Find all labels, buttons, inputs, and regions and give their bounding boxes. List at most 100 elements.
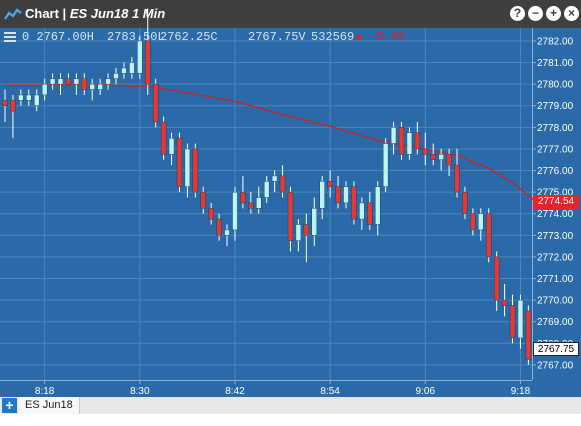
x-tick-label: 9:18 [511,386,531,397]
symbol-tab[interactable]: ES Jun18 [19,397,80,414]
candle [145,9,150,95]
candle-body-up [98,84,103,89]
candles-layer [3,9,531,365]
candle-body-up [407,133,412,155]
hud-open: 0 2767.00H [22,30,94,44]
candle-body-up [225,230,230,235]
candle-body-down [82,79,87,90]
y-tick-label: 2773.00 [537,231,574,242]
candle-body-down [288,192,293,241]
candle [256,187,261,214]
candle [518,295,523,349]
candle-body-down [145,41,150,84]
candle [383,138,388,192]
candle [359,198,364,230]
candle [288,187,293,252]
hud-change: ▲ -5.00 [355,30,405,44]
candle [343,181,348,208]
candle-body-up [50,79,55,84]
candle [423,133,428,165]
candle-body-down [280,176,285,192]
candle-body-up [42,84,47,95]
candle [470,208,475,235]
candle-body-down [209,208,214,219]
candle [328,171,333,198]
candle-body-down [328,181,333,186]
candle [486,208,491,262]
candle-body-up [296,225,301,241]
candle [264,176,269,203]
y-tick-label: 2770.00 [537,296,574,307]
candle-body-up [26,95,31,100]
candle-body-down [161,122,166,154]
candle [526,305,531,364]
candle [240,176,245,208]
add-symbol-button[interactable]: + [2,398,17,413]
x-tick-labels: 8:18 8:30 8:42 8:54 9:06 9:18 [35,386,531,397]
candle-body-up [34,95,39,106]
candle-body-down [399,127,404,154]
candle [391,122,396,154]
candle [98,79,103,95]
candle-body-up [343,187,348,203]
candle-body-up [74,79,79,84]
hud-change-value: -5.00 [369,30,405,44]
candle [50,73,55,89]
candle-body-up [90,84,95,89]
candle-body-up [478,214,483,230]
candle [431,144,436,166]
candle [217,214,222,241]
candle-body-down [462,192,467,214]
candle [399,122,404,160]
candle [82,73,87,95]
y-tick-label: 2780.00 [537,80,574,91]
candle-body-down [336,187,341,203]
candle [248,192,253,214]
candle [177,133,182,192]
y-tick-label: 2767.00 [537,360,574,371]
candle-body-down [367,203,372,225]
candle-body-up [264,181,269,197]
candle [3,90,8,122]
candle [153,79,158,128]
candle [494,252,499,311]
candle-body-up [256,198,261,209]
x-tick-label: 8:30 [130,386,150,397]
candle [375,181,380,235]
candle [407,127,412,159]
hud-high: 2783.50L [107,30,165,44]
candle-body-down [153,84,158,122]
x-tick-label: 8:42 [225,386,245,397]
candle-body-up [383,144,388,187]
y-tick-label: 2779.00 [537,101,574,112]
candle-body-up [121,68,126,73]
candle-body-down [10,100,15,111]
candle [502,284,507,316]
candle [90,79,95,101]
candle [304,214,309,263]
menu-icon[interactable] [4,30,16,44]
candle-body-down [3,100,8,105]
candle-body-down [201,192,206,208]
hud-low: 2762.25C [160,30,218,44]
candle [58,73,63,95]
y-tick-label: 2769.00 [537,317,574,328]
candle-body-down [217,219,222,235]
x-tick-label: 8:18 [35,386,55,397]
candle [225,225,230,247]
candle [462,187,467,219]
hud-close: 2767.75V [248,30,306,44]
candle-body-down [455,165,460,192]
candle [18,90,23,106]
candle-body-up [359,203,364,219]
candle-body-up [232,192,237,230]
y-tick-label: 2777.00 [537,144,574,155]
y-tick-label: 2774.00 [537,209,574,220]
candle-body-down [304,225,309,236]
candle-body-up [129,63,134,74]
candle [312,198,317,247]
candle [121,63,126,79]
candle-body-up [185,149,190,187]
